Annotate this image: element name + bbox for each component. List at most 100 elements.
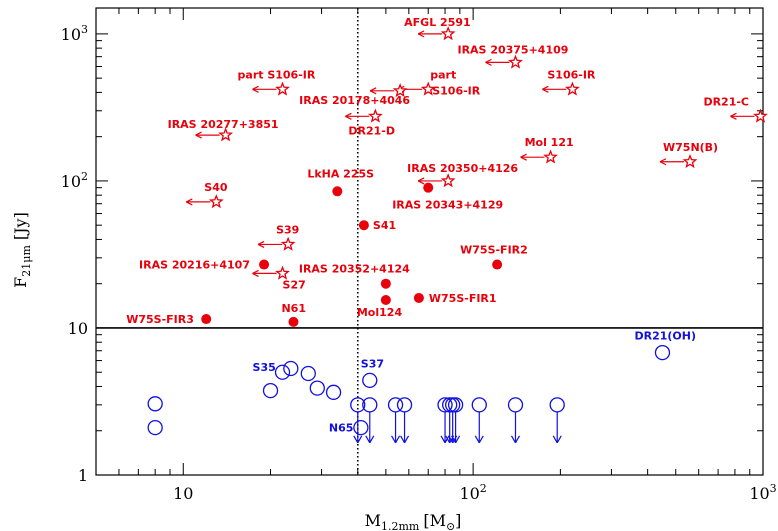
- star-marker: [275, 265, 290, 280]
- upper-limit-arrow-head: [520, 153, 527, 161]
- data-point: [417, 173, 456, 188]
- point-label: S35: [253, 361, 276, 374]
- point-label: IRAS 20350+4126: [407, 162, 518, 175]
- data-point: [195, 127, 234, 142]
- upper-limit-arrow-head: [257, 240, 265, 248]
- point-label: DR21-D: [348, 124, 395, 137]
- open-circle-marker: [447, 397, 464, 413]
- data-point: [369, 83, 408, 98]
- upper-limit-arrow-head: [369, 87, 377, 95]
- point-label: IRAS 20375+4109: [457, 43, 568, 56]
- filled-circle-marker: [380, 294, 391, 305]
- data-point: [147, 396, 163, 412]
- upper-limit-arrow-head: [542, 85, 549, 93]
- filled-circle-marker: [423, 182, 434, 193]
- open-circle-marker: [300, 365, 316, 382]
- data-point: [252, 265, 290, 280]
- data-point: [358, 220, 369, 231]
- filled-circle-marker: [288, 316, 299, 327]
- data-point: [325, 384, 342, 400]
- open-circle-marker: [396, 397, 413, 413]
- upper-limit-arrow-head: [417, 177, 425, 185]
- star-marker: [280, 236, 296, 251]
- data-point: [654, 344, 671, 361]
- open-circle-marker: [274, 364, 291, 380]
- upper-limit-arrow-head: [659, 158, 667, 166]
- data-point: [257, 236, 296, 251]
- x-tick-label: 10: [173, 484, 193, 503]
- point-label: S106-IR: [432, 84, 481, 97]
- data-point: [471, 397, 487, 444]
- open-circle-marker: [654, 344, 671, 361]
- data-point: [300, 365, 316, 382]
- point-label: W75S-FIR1: [429, 292, 497, 305]
- data-point: [262, 382, 279, 399]
- upper-limit-arrow-head: [195, 131, 202, 139]
- data-point: [259, 259, 270, 270]
- star-marker: [392, 83, 408, 98]
- filled-circle-marker: [492, 259, 503, 270]
- filled-circle-marker: [380, 278, 391, 289]
- data-point: [520, 149, 558, 164]
- filled-circle-marker: [358, 220, 369, 231]
- open-circle-marker: [471, 397, 487, 413]
- upper-limit-arrow-head: [186, 198, 193, 206]
- y-tick-label: 102: [61, 170, 88, 191]
- point-label: IRAS 20277+3851: [168, 118, 279, 131]
- open-circle-marker: [353, 419, 369, 436]
- point-label: DR21(OH): [634, 330, 696, 343]
- data-point: [730, 108, 768, 123]
- point-label: part S106-IR: [238, 68, 316, 81]
- y-tick-label: 10: [68, 319, 88, 338]
- open-circle-marker: [362, 372, 378, 389]
- point-label: IRAS 20216+4107: [139, 259, 250, 272]
- data-point: [309, 380, 325, 396]
- data-point: [350, 397, 366, 444]
- star-marker: [682, 153, 698, 169]
- point-label: Mol124: [357, 306, 403, 319]
- open-circle-marker: [283, 360, 299, 377]
- data-point: [413, 292, 424, 303]
- data-point: [549, 397, 565, 444]
- filled-circle-marker: [201, 314, 212, 325]
- open-circle-marker: [309, 380, 325, 396]
- point-label: W75S-FIR3: [126, 313, 194, 326]
- data-marks: [147, 26, 768, 444]
- data-point: [387, 397, 404, 444]
- point-label: Mol 121: [525, 136, 574, 149]
- data-point: [447, 397, 464, 444]
- point-label: IRAS 20178+4046: [299, 94, 410, 107]
- upper-limit-arrow-head: [552, 435, 562, 444]
- star-marker: [208, 194, 224, 209]
- star-marker: [753, 108, 768, 123]
- star-marker: [218, 127, 234, 142]
- plot-frame: [95, 7, 764, 476]
- data-point: [542, 81, 580, 96]
- data-point: [417, 26, 456, 41]
- data-point: [492, 259, 503, 270]
- point-label: S106-IR: [547, 68, 596, 81]
- point-label: LkHA 225S: [307, 167, 374, 180]
- point-label: S41: [373, 219, 396, 232]
- point-label: IRAS 20343+4129: [392, 199, 503, 212]
- filled-circle-marker: [259, 259, 270, 270]
- open-circle-marker: [147, 396, 163, 412]
- point-label: W75N(B): [663, 141, 718, 154]
- filled-circle-marker: [413, 292, 424, 303]
- x-axis-label: M1.2mm [M⊙]: [365, 511, 462, 531]
- upper-limit-arrow-head: [730, 112, 737, 120]
- open-circle-marker: [507, 397, 524, 413]
- star-marker: [275, 81, 290, 96]
- upper-limit-arrow-head: [510, 435, 521, 444]
- data-point: [345, 108, 383, 123]
- data-point: [332, 186, 343, 197]
- point-label: W75S-FIR2: [460, 244, 528, 257]
- point-label: S27: [283, 278, 306, 291]
- y-tick-label: 1: [78, 466, 88, 485]
- data-point: [659, 153, 698, 169]
- axes: 10 102 103 1 10 102 103: [61, 7, 777, 503]
- upper-limit-arrow-head: [400, 435, 410, 444]
- star-marker: [440, 26, 456, 41]
- point-label: DR21-C: [703, 95, 749, 108]
